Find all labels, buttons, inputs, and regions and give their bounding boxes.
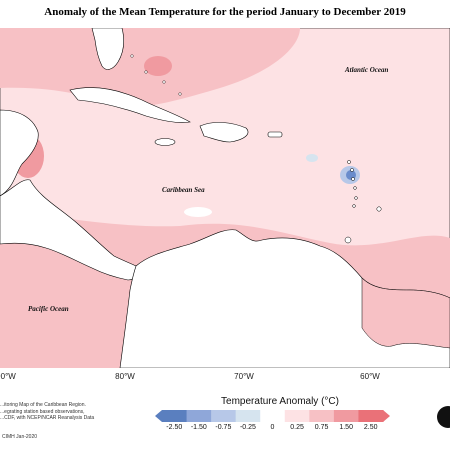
legend-arrow-high [383,410,390,422]
land-antilles-island [350,168,354,172]
land-antilles-island [347,160,351,164]
legend-tick-label: 0.75 [314,424,329,431]
lon-label: 90°W [0,372,16,381]
legend-swatch [186,410,212,422]
legend-tick-label: -0.25 [239,424,256,431]
legend-swatch [358,410,384,422]
legend-tick-label: -0.75 [215,424,232,431]
temperature-anomaly-map: Atlantic Ocean Caribbean Sea Pacific Oce… [0,28,450,368]
lon-label: 80°W [115,372,135,381]
legend-swatch [260,410,286,422]
legend-swatch [162,410,188,422]
legend-tick-label: 0.25 [290,424,304,431]
land-antilles-island [353,186,357,190]
legend-tick-label: 1.50 [339,424,353,431]
land-antilles-island [354,196,358,200]
cimh-logo [437,406,450,428]
map-description-line: ...egrating station based observations, [0,408,85,415]
land-bahamas-island [130,54,134,58]
land-florida [91,28,124,70]
land-jamaica [154,138,176,146]
map-credit: CIMH Jan-2020 [2,434,38,440]
anomaly-guianas [361,277,450,349]
legend-tick-label: 0 [270,424,275,431]
map-title: Anomaly of the Mean Temperature for the … [44,6,406,18]
land-cuba [69,87,191,123]
land-hispaniola [199,122,249,143]
map-description: ...itoring Map of the Caribbean Region. … [0,402,120,422]
land-bahamas-island [144,70,148,74]
lon-label: 70°W [234,372,254,381]
land-antilles-island [376,206,382,212]
map-description-line: ...itoring Map of the Caribbean Region. [0,402,86,408]
land-trinidad [344,236,352,244]
anomaly-cool-spot [184,207,212,217]
legend-swatch [333,410,359,422]
land-bahamas-island [178,92,182,96]
land-puerto-rico [267,131,283,138]
legend-swatch [235,410,261,422]
longitude-axis: 90°W 80°W 70°W 60°W [0,372,450,384]
land-bahamas-island [162,80,166,84]
legend-tick-label: -1.50 [190,424,207,431]
atlantic-ocean-label: Atlantic Ocean [344,66,388,74]
legend-colorbar [155,410,390,422]
anomaly-bahamas-hotspot [144,56,172,76]
land-antilles-island [351,177,355,181]
legend-title: Temperature Anomaly (°C) [221,396,339,407]
legend-tick-label: -2.50 [166,424,183,431]
map-description-line: ...CDF, with NCEP/NCAR Reanalysis Data [0,415,95,421]
anomaly-cool-small [306,154,318,162]
pacific-ocean-label: Pacific Ocean [28,305,69,313]
legend-arrow-low [155,410,162,422]
legend-swatch [211,410,237,422]
legend-swatch [284,410,310,422]
legend-ticks: -2.50 -1.50 -0.75 -0.25 0 0.25 0.75 1.50 2.50 [0,424,450,434]
caribbean-sea-label: Caribbean Sea [162,186,205,194]
land-mexico [0,109,39,197]
legend-swatch [309,410,335,422]
lon-label: 60°W [360,372,380,381]
legend-tick-label: 2.50 [363,424,378,431]
land-antilles-island [352,204,356,208]
